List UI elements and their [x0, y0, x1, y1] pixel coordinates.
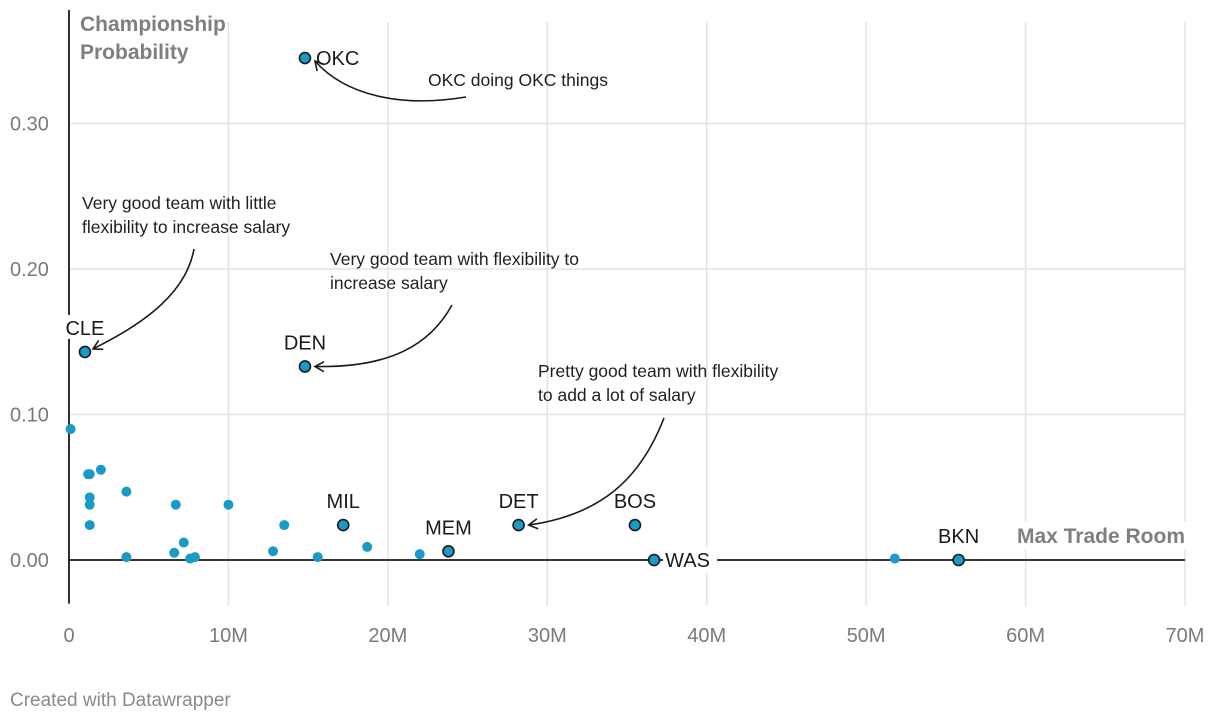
team-label: OKC [316, 48, 359, 70]
x-tick-label: 60M [1006, 625, 1045, 647]
highlighted-point [298, 360, 312, 373]
highlighted-point [78, 345, 92, 359]
team-label: MIL [327, 491, 360, 513]
highlighted-point [952, 553, 965, 567]
label-backdrop [997, 522, 1187, 549]
data-point [121, 486, 132, 497]
data-point [170, 499, 181, 510]
data-point [414, 549, 425, 560]
data-point [362, 541, 373, 552]
x-tick-label: 0 [63, 625, 74, 647]
annotation-text: Pretty good team with flexibility [538, 361, 778, 381]
data-point [268, 546, 279, 557]
team-label: CLE [65, 318, 104, 340]
data-point [84, 469, 95, 480]
x-tick-label: 70M [1166, 625, 1205, 647]
data-point [889, 553, 900, 564]
y-axis-title-line-2: Probability [80, 41, 189, 64]
data-point [121, 552, 132, 563]
data-point [189, 552, 200, 563]
annotation-text: Very good team with flexibility to [330, 249, 579, 269]
data-point [95, 464, 106, 475]
team-label: DEN [284, 332, 326, 354]
highlighted-point [512, 518, 525, 532]
highlighted-point [442, 544, 455, 558]
annotation-text: increase salary [330, 273, 448, 293]
data-point [169, 547, 180, 558]
annotation-arrow [526, 417, 665, 530]
team-label: BOS [614, 491, 656, 513]
data-point [65, 424, 76, 435]
scatter-chart: 0 10M 20M 30M 40M 50M 60M 70M 0.00 0.10 0.20 0.30 O… [10, 10, 1204, 647]
point-labels: OKC CLE DEN MIL MEM DET BOS WAS BKN [65, 48, 979, 572]
highlighted-point [647, 553, 661, 567]
annotation-arrow [91, 248, 195, 351]
x-tick-label: 40M [687, 625, 726, 647]
x-tick-label: 50M [847, 625, 886, 647]
team-label: WAS [665, 550, 710, 572]
annotations: OKC doing OKC things Very good team with … [82, 59, 778, 530]
data-point [178, 537, 189, 548]
data-point [84, 520, 95, 531]
annotation-text: to add a lot of salary [538, 385, 696, 405]
x-tick-label: 30M [528, 625, 567, 647]
y-axis-title-line-1: Championship [80, 13, 226, 36]
annotation-text: Very good team with little [82, 193, 277, 213]
grid [69, 21, 1186, 606]
annotation-arrow [313, 59, 467, 102]
annotation-text: OKC doing OKC things [428, 70, 608, 90]
data-points [65, 51, 965, 567]
x-axis-title: Max Trade Room [1017, 525, 1185, 548]
annotation-text: flexibility to increase salary [82, 217, 290, 237]
highlighted-point [628, 518, 642, 532]
data-point [84, 499, 95, 510]
y-tick-label: 0.00 [10, 550, 49, 572]
team-label: BKN [938, 526, 979, 548]
team-label: MEM [425, 517, 472, 539]
highlighted-point [298, 51, 312, 65]
x-tick-label: 10M [209, 625, 248, 647]
highlighted-point [336, 518, 350, 532]
y-tick-label: 0.10 [10, 405, 49, 427]
annotation-arrow [313, 304, 453, 373]
label-backdrop [62, 314, 107, 339]
data-point [223, 499, 234, 510]
x-tick-label: 20M [368, 625, 407, 647]
label-backdrop [663, 548, 718, 572]
data-point [84, 492, 95, 503]
y-tick-label: 0.20 [10, 259, 49, 281]
footer-credit: Created with Datawrapper [10, 690, 231, 711]
data-point [279, 520, 290, 531]
axes: 0 10M 20M 30M 40M 50M 60M 70M 0.00 0.10 0.20 0.30 [10, 10, 1204, 647]
data-point [312, 552, 323, 563]
team-label: DET [499, 491, 539, 513]
y-tick-label: 0.30 [10, 114, 49, 136]
